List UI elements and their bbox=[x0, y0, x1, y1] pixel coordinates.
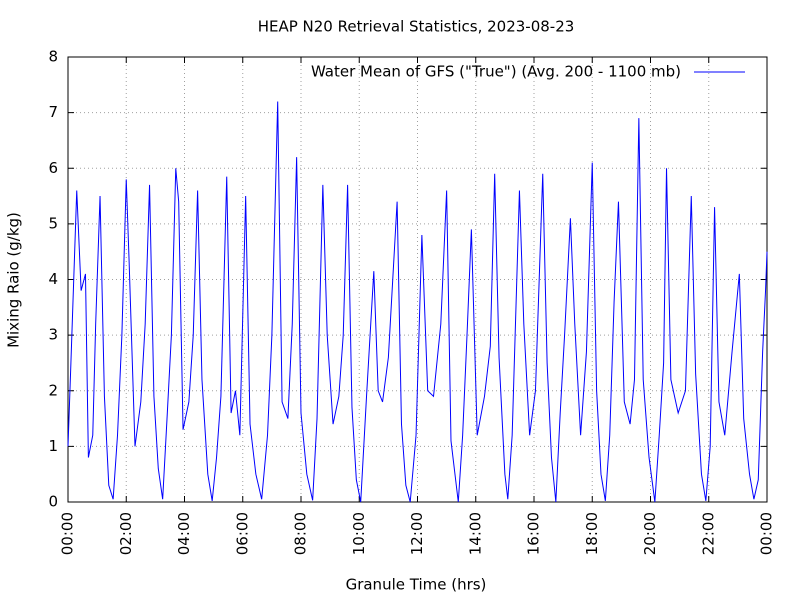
y-tick-label: 4 bbox=[48, 270, 58, 288]
x-axis-label: Granule Time (hrs) bbox=[346, 576, 487, 594]
x-tick-label: 06:00 bbox=[233, 512, 251, 555]
x-tick-label: 10:00 bbox=[350, 512, 368, 555]
y-tick-label: 1 bbox=[48, 437, 58, 455]
x-tick-label: 00:00 bbox=[758, 512, 776, 555]
x-tick-label: 04:00 bbox=[175, 512, 193, 555]
legend-label: Water Mean of GFS ("True") (Avg. 200 - 1… bbox=[311, 63, 681, 81]
x-tick-label: 18:00 bbox=[583, 512, 601, 555]
y-tick-label: 0 bbox=[48, 493, 58, 511]
y-tick-label: 8 bbox=[48, 48, 58, 66]
x-tick-label: 22:00 bbox=[699, 512, 717, 555]
x-tick-label: 00:00 bbox=[59, 512, 77, 555]
data-line bbox=[67, 101, 768, 503]
x-tick-label: 02:00 bbox=[117, 512, 135, 555]
x-tick-label: 16:00 bbox=[525, 512, 543, 555]
y-tick-label: 6 bbox=[48, 159, 58, 177]
y-tick-label: 5 bbox=[48, 214, 58, 232]
y-axis-label: Mixing Raio (g/kg) bbox=[5, 212, 23, 348]
chart-title: HEAP N20 Retrieval Statistics, 2023-08-2… bbox=[258, 18, 575, 36]
plot-frame bbox=[67, 56, 768, 503]
x-tick-label: 12:00 bbox=[408, 512, 426, 555]
x-tick-label: 20:00 bbox=[641, 512, 659, 555]
x-tick-label: 14:00 bbox=[466, 512, 484, 555]
x-tick-label: 08:00 bbox=[292, 512, 310, 555]
y-tick-label: 2 bbox=[48, 381, 58, 399]
y-tick-label: 3 bbox=[48, 326, 58, 344]
y-tick-label: 7 bbox=[48, 103, 58, 121]
